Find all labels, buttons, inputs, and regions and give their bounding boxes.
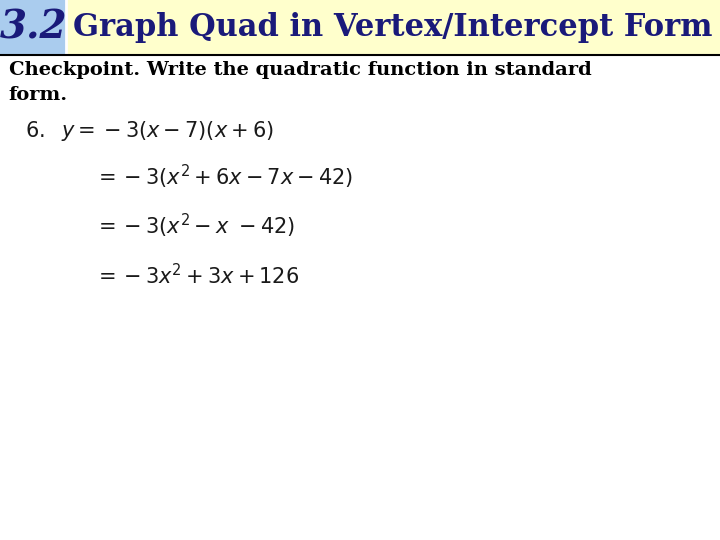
Text: $= -3(x^2 - x\ -42)$: $= -3(x^2 - x\ -42)$ bbox=[94, 212, 294, 240]
Text: Checkpoint. Write the quadratic function in standard: Checkpoint. Write the quadratic function… bbox=[9, 61, 591, 79]
Text: form.: form. bbox=[9, 85, 68, 104]
Text: $6.$: $6.$ bbox=[25, 120, 45, 141]
Text: $= -3x^2+3x+126$: $= -3x^2+3x+126$ bbox=[94, 263, 299, 288]
Text: $y = -3(x-7)(x+6)$: $y = -3(x-7)(x+6)$ bbox=[61, 119, 274, 143]
FancyBboxPatch shape bbox=[0, 0, 66, 55]
Text: Graph Quad in Vertex/Intercept Form: Graph Quad in Vertex/Intercept Form bbox=[73, 12, 713, 43]
Text: 3.2: 3.2 bbox=[0, 9, 67, 46]
Text: $= -3(x^2+6x-7x-42)$: $= -3(x^2+6x-7x-42)$ bbox=[94, 163, 353, 191]
FancyBboxPatch shape bbox=[66, 0, 720, 55]
